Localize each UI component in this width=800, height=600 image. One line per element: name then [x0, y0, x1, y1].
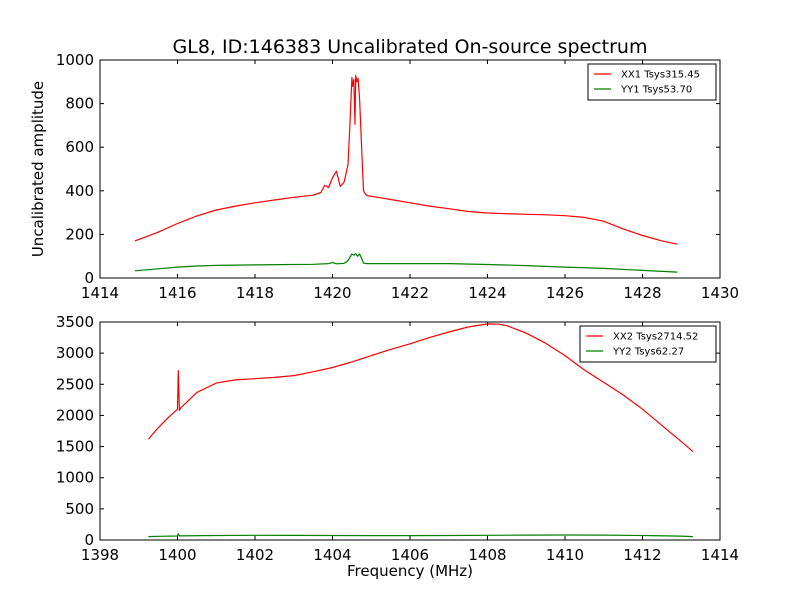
bottom-x-tick-label-5: 1408	[468, 546, 506, 564]
top-legend-label-yy1: YY1 Tsys53.70	[620, 85, 692, 96]
bottom-y-tick-label-4: 2000	[56, 406, 94, 424]
bottom-x-tick-label-2: 1402	[236, 546, 274, 564]
top-y-tick-label-0: 0	[84, 269, 94, 287]
top-y-tick-label-2: 400	[65, 182, 94, 200]
bottom-y-tick-label-6: 3000	[56, 344, 94, 362]
bottom-x-tick-label-8: 1414	[701, 546, 739, 564]
top-y-tick-label-4: 800	[65, 95, 94, 113]
top-x-tick-label-8: 1430	[701, 284, 739, 302]
top-y-tick-label-5: 1000	[56, 51, 94, 69]
top-legend-box	[587, 63, 717, 101]
top-x-tick-label-0: 1414	[81, 284, 119, 302]
top-series-lines	[134, 74, 678, 273]
top-subplot: 1414 1416 1418 1420 1422 1424 1426 1428 1430 0 200…	[29, 51, 739, 302]
top-x-tick-label-7: 1428	[623, 284, 661, 302]
top-y-axis-label: Uncalibrated amplitude	[29, 81, 47, 257]
top-x-tick-label-6: 1426	[546, 284, 584, 302]
top-x-tick-label-3: 1420	[313, 284, 351, 302]
bottom-y-tick-label-2: 1000	[56, 469, 94, 487]
bottom-x-tick-label-6: 1410	[546, 546, 584, 564]
bottom-series-line-1	[148, 533, 693, 538]
bottom-x-tick-label-1: 1400	[158, 546, 196, 564]
top-series-line-0	[134, 74, 678, 245]
bottom-y-tick-label-3: 1500	[56, 438, 94, 456]
bottom-series-lines	[147, 323, 694, 538]
bottom-y-tick-label-0: 0	[84, 531, 94, 549]
bottom-legend: XX2 Tsys2714.52 YY2 Tsys62.27	[579, 325, 717, 363]
bottom-y-tick-label-7: 3500	[56, 313, 94, 331]
bottom-axis-ticks: 1398 1400 1402 1404 1406 1408 1410 1412 1414 0 500…	[56, 313, 739, 564]
top-legend-label-xx1: XX1 Tsys315.45	[621, 70, 700, 81]
top-y-tick-label-3: 600	[65, 138, 94, 156]
chart-title: GL8, ID:146383 Uncalibrated On-source sp…	[173, 36, 648, 58]
bottom-y-tick-label-5: 2500	[56, 375, 94, 393]
top-x-tick-label-5: 1424	[468, 284, 506, 302]
bottom-legend-label-yy2: YY2 Tsys62.27	[612, 347, 684, 358]
top-axis-ticks: 1414 1416 1418 1420 1422 1424 1426 1428 1430 0 200…	[56, 51, 739, 302]
top-x-tick-label-2: 1418	[236, 284, 274, 302]
bottom-x-axis-label: Frequency (MHz)	[347, 562, 473, 580]
top-legend: XX1 Tsys315.45 YY1 Tsys53.70	[587, 63, 717, 101]
top-series-line-1	[134, 253, 678, 273]
top-x-tick-label-4: 1422	[391, 284, 429, 302]
top-y-tick-label-1: 200	[65, 225, 94, 243]
bottom-x-tick-label-3: 1404	[313, 546, 351, 564]
bottom-x-tick-label-7: 1412	[623, 546, 661, 564]
top-x-tick-label-1: 1416	[158, 284, 196, 302]
bottom-x-tick-label-4: 1406	[391, 546, 429, 564]
bottom-y-tick-label-1: 500	[65, 500, 94, 518]
bottom-legend-box	[579, 325, 717, 363]
bottom-series-line-0	[147, 323, 694, 453]
bottom-x-tick-label-0: 1398	[81, 546, 119, 564]
bottom-subplot: 1398 1400 1402 1404 1406 1408 1410 1412 1414 0 500…	[56, 313, 739, 580]
bottom-legend-label-xx2: XX2 Tsys2714.52	[613, 332, 698, 343]
